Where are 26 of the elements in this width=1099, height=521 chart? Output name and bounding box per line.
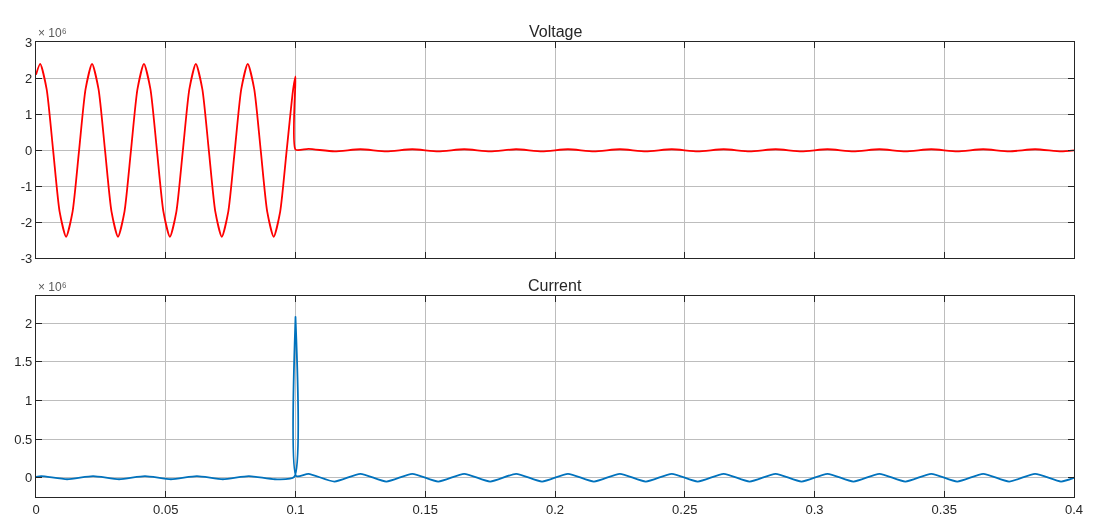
x-tick-label: 0.2	[545, 501, 565, 517]
y-tick-label: -2	[20, 214, 33, 230]
chart-title: Voltage	[529, 23, 583, 40]
y-tick-label: -3	[20, 250, 33, 266]
y-tick-label: 2	[25, 70, 33, 86]
x-tick-label: 0.3	[805, 501, 824, 517]
line-series	[36, 62, 1074, 238]
text: × 10⁶	[38, 280, 67, 294]
line-series	[36, 316, 1074, 483]
y-tick-label: 0.5	[14, 431, 33, 447]
y-tick-label: 1.5	[14, 354, 33, 370]
y-tick-label: 0	[25, 142, 33, 158]
y-tick-label: 1	[25, 106, 33, 122]
y-tick-label: 1	[25, 392, 33, 408]
y-tick-label: 2	[25, 315, 33, 331]
y-tick-label: -1	[20, 178, 33, 194]
x-tick-label: 0.1	[286, 501, 305, 517]
x-tick-label: 0.35	[931, 501, 957, 517]
x-tick-label: 0.25	[672, 501, 698, 517]
y-tick-label: 0	[25, 470, 33, 486]
text: × 10⁶	[38, 26, 67, 40]
x-tick-label: 0.15	[412, 501, 438, 517]
y-tick-label: 3	[25, 34, 33, 50]
x-tick-label: 0.05	[153, 501, 179, 517]
chart-title: Current	[528, 277, 582, 294]
x-tick-label: 0.4	[1064, 501, 1084, 517]
